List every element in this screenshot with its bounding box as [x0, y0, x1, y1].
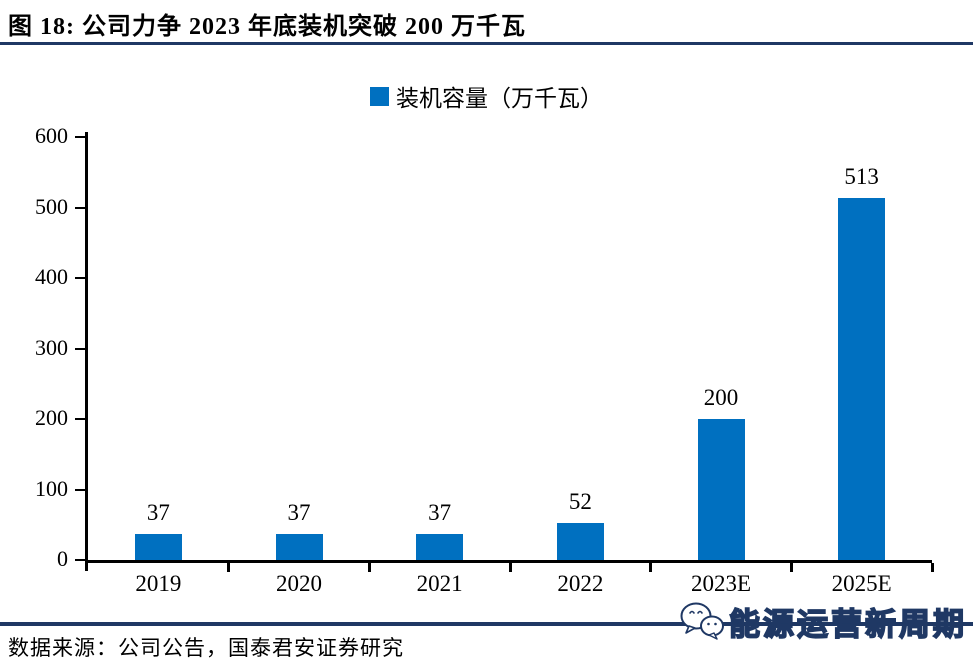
bar — [556, 523, 604, 560]
y-tick — [75, 206, 85, 209]
bar-value-label: 37 — [146, 499, 170, 525]
y-tick-label: 300 — [35, 334, 68, 360]
y-axis-line — [85, 132, 88, 571]
bar — [275, 533, 323, 560]
title-divider — [0, 42, 973, 45]
bar — [416, 533, 464, 560]
bar-value-label: 513 — [844, 164, 879, 190]
y-tick — [75, 277, 85, 279]
x-category-label: 2022 — [557, 571, 604, 596]
bar-value-label: 200 — [703, 385, 739, 410]
x-category-label: 2019 — [135, 571, 182, 596]
bar-chart: 0 100 200 300 400 500 600 37 2019 37 2020 37 2021 52 2… — [35, 123, 934, 596]
x-tick — [649, 563, 653, 572]
x-tick — [789, 563, 793, 572]
chart-legend: 装机容量（万千瓦） — [0, 79, 973, 113]
bar — [134, 533, 182, 560]
bar-value-label: 37 — [287, 499, 311, 525]
y-tick — [75, 488, 85, 491]
bar-value-label: 52 — [568, 489, 592, 515]
legend-label: 装机容量（万千瓦） — [396, 86, 603, 111]
bar — [697, 419, 745, 560]
y-tick — [75, 136, 85, 138]
x-tick — [508, 563, 512, 572]
bar-value-label: 37 — [428, 499, 452, 525]
footer-divider — [0, 622, 973, 626]
y-tick-label: 400 — [35, 264, 68, 289]
x-category-label: 2020 — [276, 571, 322, 596]
watermark-text: 能源运营新周期 — [728, 606, 967, 643]
wechat-bubbles-icon — [680, 602, 724, 640]
y-tick-label: 500 — [35, 193, 68, 219]
y-tick-label: 200 — [35, 405, 68, 430]
y-tick — [75, 559, 85, 561]
y-tick-label: 100 — [35, 475, 68, 501]
watermark: 能源运营新周期 — [679, 599, 967, 644]
y-tick — [75, 347, 85, 350]
x-category-label: 2025E — [831, 571, 892, 596]
legend-swatch-icon — [370, 86, 389, 106]
y-tick — [75, 418, 85, 420]
x-tick — [227, 563, 231, 572]
data-source: 数据来源：公司公告，国泰君安证券研究 — [8, 636, 404, 660]
y-tick-label: 600 — [35, 123, 68, 148]
x-axis-line — [85, 560, 932, 563]
x-tick — [930, 563, 934, 572]
x-category-label: 2021 — [416, 571, 463, 596]
y-tick-label: 0 — [57, 546, 68, 571]
x-tick — [367, 563, 371, 572]
bar — [838, 198, 886, 560]
figure-title: 图 18: 公司力争 2023 年底装机突破 200 万千瓦 — [8, 14, 526, 40]
x-category-label: 2023E — [690, 571, 752, 596]
